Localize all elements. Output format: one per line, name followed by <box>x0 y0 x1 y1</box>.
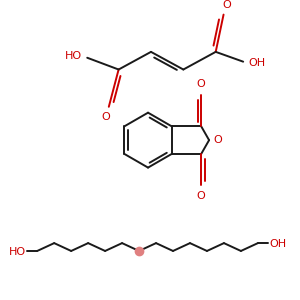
Text: O: O <box>197 79 206 89</box>
Text: O: O <box>214 135 222 145</box>
Text: OH: OH <box>269 239 286 249</box>
Text: HO: HO <box>65 51 82 61</box>
Text: OH: OH <box>248 58 266 68</box>
Text: O: O <box>222 0 231 10</box>
Text: O: O <box>101 112 110 122</box>
Text: O: O <box>197 191 206 201</box>
Text: HO: HO <box>9 247 26 257</box>
